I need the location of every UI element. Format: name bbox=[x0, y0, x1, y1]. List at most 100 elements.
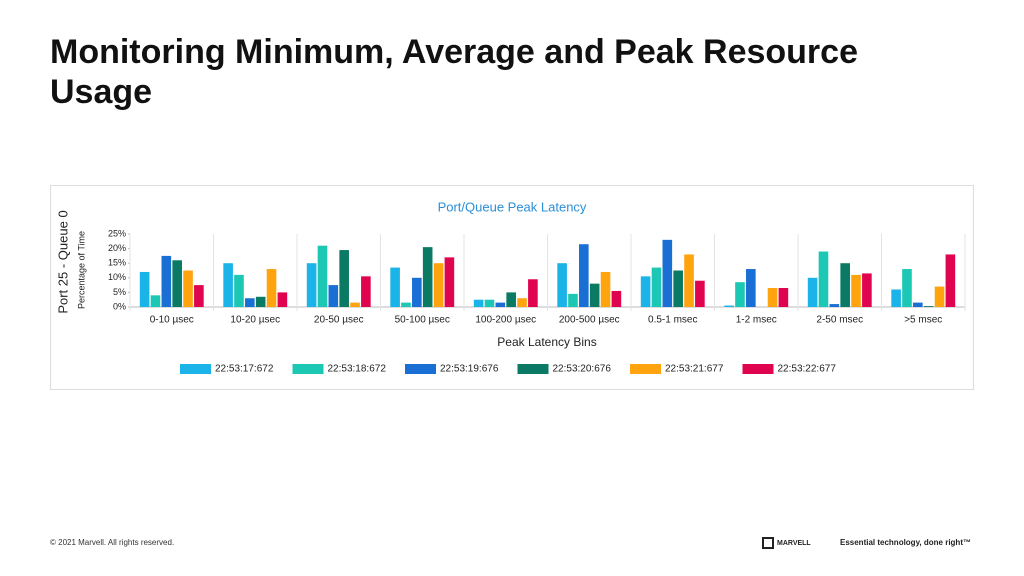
y-tick-label: 0% bbox=[113, 301, 126, 311]
bar bbox=[528, 279, 538, 307]
bar bbox=[891, 289, 901, 307]
bar bbox=[862, 273, 872, 307]
bar bbox=[194, 285, 204, 307]
logo-text: MARVELL bbox=[777, 539, 811, 547]
chart-frame bbox=[50, 185, 974, 390]
bar bbox=[339, 250, 349, 307]
bar bbox=[746, 269, 756, 307]
footer: © 2021 Marvell. All rights reserved. bbox=[50, 538, 175, 547]
legend-label: 22:53:18:672 bbox=[328, 364, 387, 375]
bar bbox=[161, 255, 172, 307]
bar bbox=[401, 302, 411, 307]
bar bbox=[495, 302, 506, 307]
legend-label: 22:53:22:677 bbox=[778, 364, 837, 375]
bar bbox=[673, 270, 683, 307]
bar bbox=[266, 269, 277, 307]
bar bbox=[579, 244, 589, 307]
bar bbox=[412, 277, 422, 307]
legend-swatch bbox=[742, 364, 774, 374]
bar bbox=[350, 302, 360, 307]
bar bbox=[433, 263, 444, 307]
y-title: Port 25 - Queue 0 bbox=[55, 210, 70, 313]
bar bbox=[568, 293, 578, 307]
bar bbox=[807, 277, 818, 307]
legend-swatch bbox=[630, 364, 661, 374]
bar bbox=[651, 267, 662, 307]
bar bbox=[444, 257, 455, 307]
legend-label: 22:53:20:676 bbox=[553, 364, 612, 375]
bar bbox=[361, 276, 371, 307]
logo: MARVELL bbox=[762, 537, 811, 549]
y-tick-label: 5% bbox=[113, 287, 126, 297]
legend-swatch bbox=[517, 364, 549, 374]
legend-label: 22:53:19:676 bbox=[440, 364, 499, 375]
x-tick-label: 100-200 µsec bbox=[475, 315, 536, 326]
x-tick-label: 200-500 µsec bbox=[559, 315, 620, 326]
bar bbox=[277, 292, 288, 307]
legend-swatch bbox=[405, 364, 436, 374]
bar bbox=[913, 302, 923, 307]
logo-icon bbox=[762, 537, 774, 549]
bar bbox=[851, 274, 861, 307]
bar bbox=[735, 282, 745, 307]
bar bbox=[172, 260, 182, 307]
x-tick-label: 20-50 µsec bbox=[314, 315, 364, 326]
slide-title: Monitoring Minimum, Average and Peak Res… bbox=[50, 33, 858, 111]
legend-label: 22:53:21:677 bbox=[665, 364, 724, 375]
bar bbox=[234, 274, 244, 307]
bar bbox=[306, 263, 317, 307]
bar bbox=[245, 298, 255, 307]
y-tick-label: 15% bbox=[108, 258, 126, 268]
bar bbox=[934, 286, 945, 307]
bar bbox=[517, 298, 527, 307]
bar bbox=[150, 295, 161, 307]
y-axis-label: Percentage of Time bbox=[76, 231, 86, 309]
bar bbox=[317, 245, 328, 307]
y-tick-label: 10% bbox=[108, 272, 126, 282]
bar bbox=[255, 296, 266, 307]
tagline: Essential technology, done right™ bbox=[840, 538, 971, 547]
bar bbox=[724, 305, 734, 307]
bar bbox=[473, 299, 484, 307]
bar bbox=[390, 267, 400, 307]
bar bbox=[684, 254, 694, 307]
bar bbox=[840, 263, 850, 307]
bar bbox=[902, 269, 912, 307]
x-axis-label: Peak Latency Bins bbox=[497, 335, 596, 349]
x-tick-label: 2-50 msec bbox=[816, 315, 863, 326]
bar bbox=[923, 306, 934, 307]
legend-swatch bbox=[292, 364, 324, 374]
bar bbox=[328, 285, 339, 307]
bar bbox=[506, 292, 516, 307]
x-tick-label: 0-10 µsec bbox=[150, 315, 194, 326]
x-tick-label: >5 msec bbox=[904, 315, 942, 326]
bar bbox=[589, 283, 600, 307]
bar bbox=[600, 271, 611, 307]
bar bbox=[695, 280, 705, 307]
chart-title: Port/Queue Peak Latency bbox=[438, 199, 587, 214]
bar bbox=[662, 239, 673, 307]
legend-label: 22:53:17:672 bbox=[215, 364, 274, 375]
x-tick-label: 50-100 µsec bbox=[395, 315, 450, 326]
bar bbox=[778, 288, 789, 307]
y-tick-label: 20% bbox=[108, 243, 126, 253]
y-tick-label: 25% bbox=[108, 228, 126, 238]
bar bbox=[640, 276, 651, 307]
bar bbox=[829, 304, 840, 307]
bar bbox=[767, 288, 778, 307]
x-tick-label: 1-2 msec bbox=[736, 315, 777, 326]
bar bbox=[945, 254, 956, 307]
bar bbox=[422, 247, 433, 307]
bar bbox=[183, 270, 193, 307]
bar bbox=[139, 271, 150, 307]
bar bbox=[557, 263, 567, 307]
bar bbox=[223, 263, 233, 307]
bar bbox=[611, 290, 622, 307]
bar bbox=[818, 251, 829, 307]
x-tick-label: 10-20 µsec bbox=[230, 315, 280, 326]
bar bbox=[484, 299, 495, 307]
x-tick-label: 0.5-1 msec bbox=[648, 315, 697, 326]
legend-swatch bbox=[180, 364, 211, 374]
